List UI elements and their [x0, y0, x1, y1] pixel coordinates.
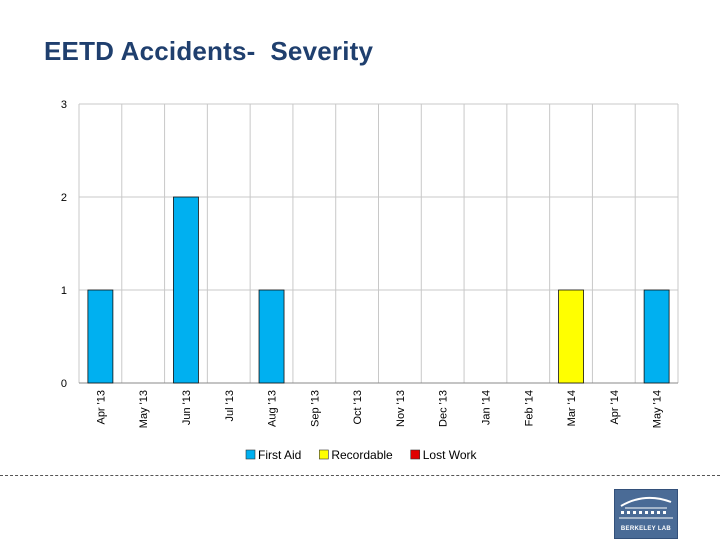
- y-tick-label: 2: [61, 192, 67, 204]
- berkeley-lab-logo: BERKELEY LAB: [614, 489, 678, 539]
- legend-swatch: [410, 449, 421, 460]
- bar-first-aid: [87, 289, 114, 384]
- x-tick-label: Aug '13: [267, 390, 279, 427]
- x-tick-label: Apr '14: [609, 390, 621, 425]
- x-tick-label: Sep '13: [309, 390, 321, 427]
- y-tick-label: 3: [61, 99, 67, 111]
- x-tick-label: Nov '13: [395, 390, 407, 427]
- x-tick-label: Dec '13: [438, 390, 450, 427]
- logo-text: BERKELEY LAB: [620, 526, 672, 532]
- y-tick-label: 1: [61, 285, 67, 297]
- x-tick-label: Jun '13: [181, 390, 193, 425]
- legend-swatch: [245, 449, 256, 460]
- lab-building-icon: [619, 496, 673, 519]
- x-tick-label: Oct '13: [352, 390, 364, 425]
- page-title: EETD Accidents- Severity: [44, 36, 374, 66]
- x-tick-label: Jan '14: [480, 390, 492, 425]
- bar-recordable: [558, 289, 584, 384]
- legend-label: Recordable: [331, 448, 393, 462]
- x-tick-label: Feb '14: [523, 390, 535, 426]
- x-tick-label: May '13: [138, 390, 150, 428]
- legend-swatch: [319, 449, 329, 460]
- x-tick-label: Mar '14: [566, 390, 578, 426]
- bar-first-aid: [258, 289, 285, 384]
- x-tick-label: Jul '13: [224, 390, 236, 421]
- bar-first-aid: [173, 196, 199, 384]
- y-tick-label: 0: [61, 378, 67, 390]
- x-tick-label: May '14: [652, 390, 664, 428]
- severity-bar-chart: 0 1 2 3 Apr '13 May '13 Jun '13 Jul '13 Aug '13 S…: [61, 99, 679, 462]
- legend-label: First Aid: [258, 448, 301, 462]
- legend-label: Lost Work: [423, 448, 478, 462]
- x-tick-label: Apr '13: [95, 390, 107, 425]
- footer-divider: [0, 475, 720, 476]
- bar-first-aid: [643, 289, 670, 384]
